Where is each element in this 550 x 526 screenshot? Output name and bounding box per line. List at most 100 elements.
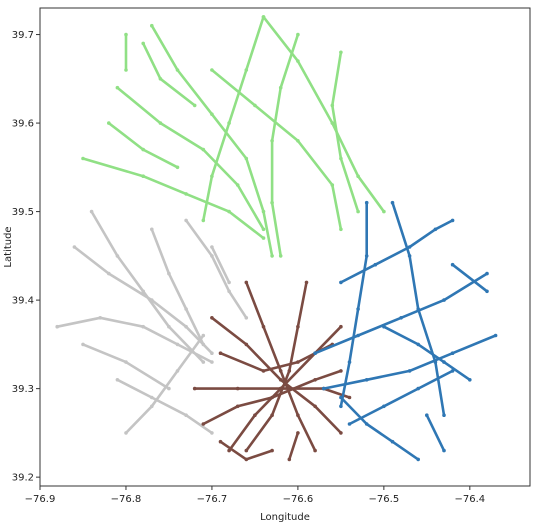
x-tick-label: −76.4 [454,494,485,505]
series-1-point-1-3 [184,324,188,329]
series-3-point-0-2 [399,316,403,320]
series-1-line-3 [150,228,205,346]
series-1-point-0-3 [175,342,180,347]
series-3-point-1-3 [433,227,438,232]
series-0-point-2-0 [115,85,120,90]
series-0-point-9-0 [107,121,111,125]
series-3-point-2-1 [364,378,369,382]
series-1-point-2-0 [89,209,94,214]
y-axis-label: Latitude [3,226,14,267]
series-3-point-4-0 [364,200,369,205]
x-tick-label: −76.5 [369,494,400,505]
series-0-point-6-0 [339,50,343,55]
series-3-point-1-0 [339,280,343,285]
series-1-point-3-2 [184,307,188,311]
x-tick-label: −76.9 [25,494,56,505]
series-1-point-3-3 [201,342,206,347]
series-2-point-0-0 [192,386,197,391]
series-3-point-5-3 [433,360,438,364]
series-0-point-1-4 [201,218,206,223]
y-tick-label: 39.5 [12,207,34,218]
series-0-point-0-3 [244,156,249,161]
series-3-point-6-3 [416,457,421,462]
series-0-point-0-1 [175,68,180,72]
series-0-point-6-3 [356,209,360,214]
series-1-point-4-3 [244,316,249,320]
series-3-point-9-0 [450,262,455,267]
series-2-point-1-1 [261,324,266,329]
series-0-point-7-4 [339,227,343,232]
series-3-point-1-2 [407,245,412,249]
series-2-point-5-1 [235,404,240,409]
series-2-point-5-2 [270,395,274,400]
series-2-point-2-1 [296,324,300,329]
x-tick-label: −76.7 [197,494,228,505]
series-1-point-7-0 [81,342,85,347]
series-1-point-6-0 [124,431,128,435]
series-3-line-7 [382,325,472,382]
series-0-point-10-1 [124,68,128,72]
series-1-point-2-3 [167,324,171,329]
series-3-point-8-1 [442,448,446,453]
series-0-point-7-0 [210,68,214,72]
series-0-point-8-1 [158,77,163,81]
series-0-point-5-3 [270,200,274,205]
series-2-point-5-4 [339,369,343,373]
series-2-point-1-4 [313,448,317,453]
series-0-point-7-2 [296,139,300,143]
series-1-point-0-4 [210,360,214,364]
series-3-point-1-4 [450,218,455,223]
series-1-line-8 [210,245,231,284]
series-3-point-1-1 [373,262,378,267]
series-1-line-4 [184,219,248,320]
series-1-point-4-0 [184,218,188,223]
series-0-point-2-1 [158,121,163,125]
series-3-point-6-0 [339,395,343,400]
series-2-point-5-3 [313,378,317,382]
series-2-point-8-0 [287,457,292,462]
series-1-point-5-1 [150,395,154,400]
series-2-point-7-2 [270,448,274,453]
series-2-point-2-3 [270,413,274,418]
series-2-point-1-0 [244,280,249,285]
series-2-point-5-0 [201,422,206,426]
series-2-point-0-4 [347,395,352,400]
series-1-point-8-1 [227,280,231,285]
series-3-point-3-2 [416,386,421,391]
axes-frame [39,7,531,487]
series-1-point-0-2 [141,324,145,329]
series-0-point-9-1 [141,147,145,152]
series-3-point-0-4 [485,271,489,276]
series-3 [313,200,498,462]
y-tick-label: 39.2 [12,473,34,484]
series-3-point-7-1 [416,342,421,347]
x-axis-label: Longitude [260,512,310,523]
series-0-point-4-2 [330,121,335,125]
series-3-point-6-2 [390,439,395,444]
series-3-point-8-0 [425,413,429,418]
series-3-point-4-2 [356,307,360,311]
series-3-point-0-0 [313,351,317,356]
series-0-point-9-2 [175,165,180,170]
series-3-point-2-0 [321,386,326,391]
series-0-point-3-4 [261,236,266,240]
series-3-line-8 [425,413,446,452]
series-1-point-6-3 [201,333,206,338]
series-1-point-6-1 [150,404,154,409]
series-2-point-0-1 [235,386,240,391]
series-1-point-5-0 [115,378,120,382]
series-0-point-1-3 [210,174,214,178]
series-1-line-6 [124,334,205,435]
series-0-point-10-0 [124,32,128,37]
series-1-point-2-4 [201,360,206,364]
series-2-point-3-2 [278,378,283,382]
y-ticks: 39.2 39.3 39.4 39.5 39.6 39.7 [12,30,40,484]
series-3-point-0-1 [356,333,360,338]
series-3-point-7-3 [468,378,472,382]
series-0-point-3-2 [184,192,188,196]
series-0-point-6-2 [339,156,343,161]
series-3-point-2-4 [493,333,498,338]
series-0-point-0-0 [150,23,154,28]
series-3-point-9-1 [485,289,489,294]
